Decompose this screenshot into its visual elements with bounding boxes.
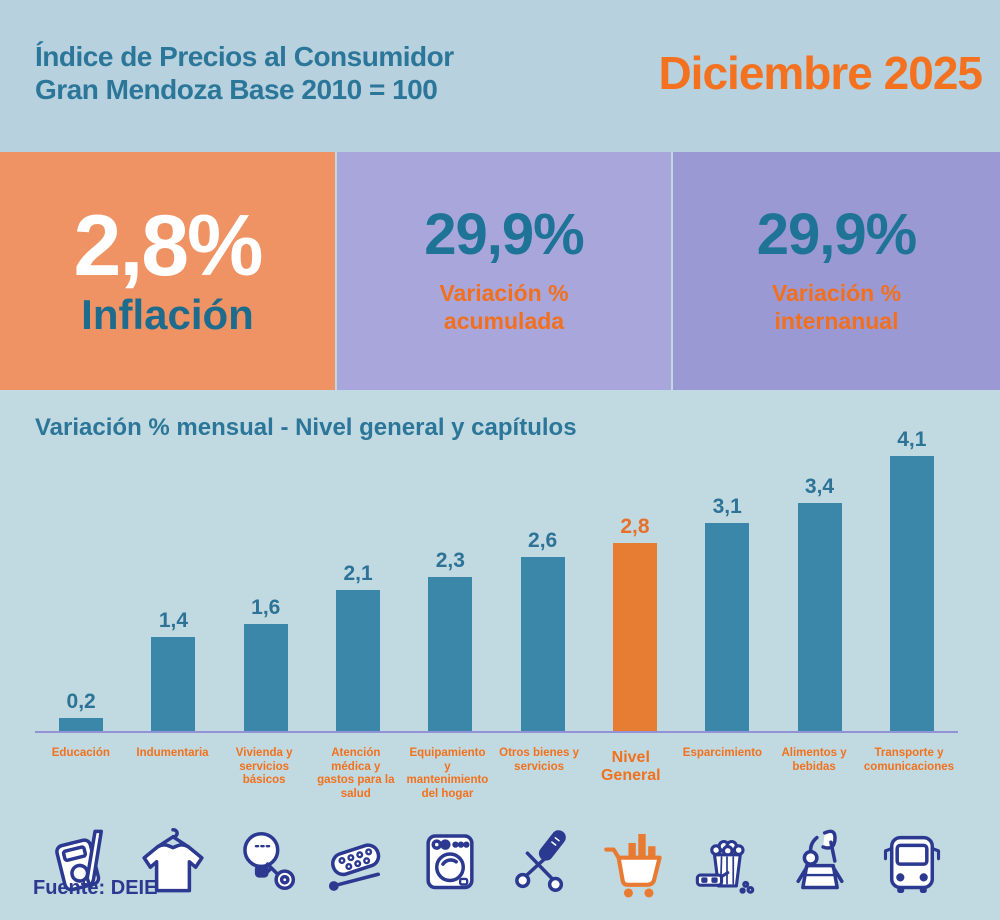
bar-transporte — [889, 456, 934, 731]
page-title-line1: Índice de Precios al Consumidor — [35, 41, 454, 72]
inflation-label: Inflación — [81, 291, 254, 338]
book-pen-icon — [35, 822, 127, 900]
chart-column: 3,1 — [681, 495, 773, 731]
accumulated-variation-box: 29,9% Variación % acumulada — [337, 152, 671, 390]
bar-value-label: 2,6 — [528, 528, 558, 552]
inflation-value: 2,8% — [73, 198, 263, 294]
pills-icon — [312, 822, 404, 900]
chart-column: 3,4 — [773, 475, 865, 731]
chart-bars: 0,2 1,4 1,6 2,1 2,3 2,6 2,8 3,1 3,4 4,1 — [35, 428, 958, 733]
bar-value-label: 0,2 — [66, 689, 96, 713]
groceries-icon — [773, 822, 865, 900]
bar-value-label: 4,1 — [897, 428, 927, 452]
chart-column: 2,1 — [312, 562, 404, 731]
chart-column: 4,1 — [866, 428, 958, 731]
period-label: Diciembre 2025 — [658, 47, 983, 99]
bar-vivienda — [243, 623, 288, 731]
scissors-razor-icon — [496, 822, 588, 900]
chart-category-icons — [35, 815, 958, 907]
bus-icon — [866, 822, 958, 900]
category-label: Vivienda y servicios básicos — [235, 747, 293, 787]
bar-value-label: 3,4 — [804, 475, 835, 499]
stat-boxes: 2,8% Inflación 29,9% Variación % acumula… — [0, 152, 1000, 390]
category-label: Atención médica y gastos para la salud — [317, 747, 395, 800]
washing-machine-icon — [404, 822, 496, 900]
bar-value-label: 1,6 — [251, 595, 281, 619]
bar-value-label: 3,1 — [712, 495, 742, 519]
bar-esparcimiento — [705, 523, 750, 731]
popcorn-glasses-icon — [681, 822, 773, 900]
source-label: Fuente: DEIE — [33, 877, 158, 899]
yearly-variation-box: 29,9% Variación % internanual — [673, 152, 1000, 390]
bar-equipamiento — [428, 576, 473, 731]
bar-educacion — [59, 717, 104, 731]
category-label: Indumentaria — [136, 747, 209, 759]
bar-value-label: 1,4 — [158, 609, 189, 633]
bar-value-label: 2,8 — [620, 515, 650, 539]
chart-column: 2,3 — [404, 549, 496, 731]
chart-column: 0,2 — [35, 690, 127, 731]
category-label: Nivel General — [600, 749, 661, 784]
cart-icon — [589, 820, 681, 902]
accumulated-variation-label: Variación % acumulada — [439, 280, 569, 334]
tshirt-icon — [127, 822, 219, 900]
bar-atencion-medica — [336, 590, 381, 731]
chart-column: 2,8 — [589, 515, 681, 731]
bar-value-label: 2,1 — [343, 562, 373, 586]
bar-otros-bienes — [520, 556, 565, 731]
yearly-variation-value: 29,9% — [756, 202, 917, 268]
category-label: Otros bienes y servicios — [499, 747, 580, 773]
chart-title: Variación % mensual - Nivel general y ca… — [35, 414, 577, 441]
bar-indumentaria — [151, 637, 196, 731]
bar-chart: Variación % mensual - Nivel general y ca… — [0, 390, 1000, 920]
yearly-variation-label: Variación % internanual — [771, 280, 902, 334]
page-title-line2: Gran Mendoza Base 2010 = 100 — [35, 74, 438, 106]
chart-category-labels: Educación Indumentaria Vivienda y servic… — [35, 747, 958, 811]
category-label: Alimentos y bebidas — [781, 747, 847, 773]
category-label: Educación — [51, 747, 110, 759]
bar-value-label: 2,3 — [435, 548, 465, 572]
inflation-box: 2,8% Inflación — [0, 152, 335, 390]
header: Índice de Precios al Consumidor Gran Men… — [0, 0, 1000, 152]
chart-column: 2,6 — [496, 529, 588, 731]
category-label: Equipamiento y mantenimiento del hogar — [406, 747, 489, 800]
page-title: Índice de Precios al Consumidor Gran Men… — [35, 40, 454, 106]
lightbulb-key-icon — [220, 822, 312, 900]
category-label: Esparcimiento — [682, 747, 763, 759]
bar-nivel-general — [612, 543, 657, 731]
category-label: Transporte y comunicaciones — [863, 747, 955, 773]
chart-column: 1,4 — [127, 609, 219, 731]
accumulated-variation-value: 29,9% — [424, 202, 584, 268]
bar-alimentos — [797, 503, 842, 731]
chart-column: 1,6 — [220, 596, 312, 731]
